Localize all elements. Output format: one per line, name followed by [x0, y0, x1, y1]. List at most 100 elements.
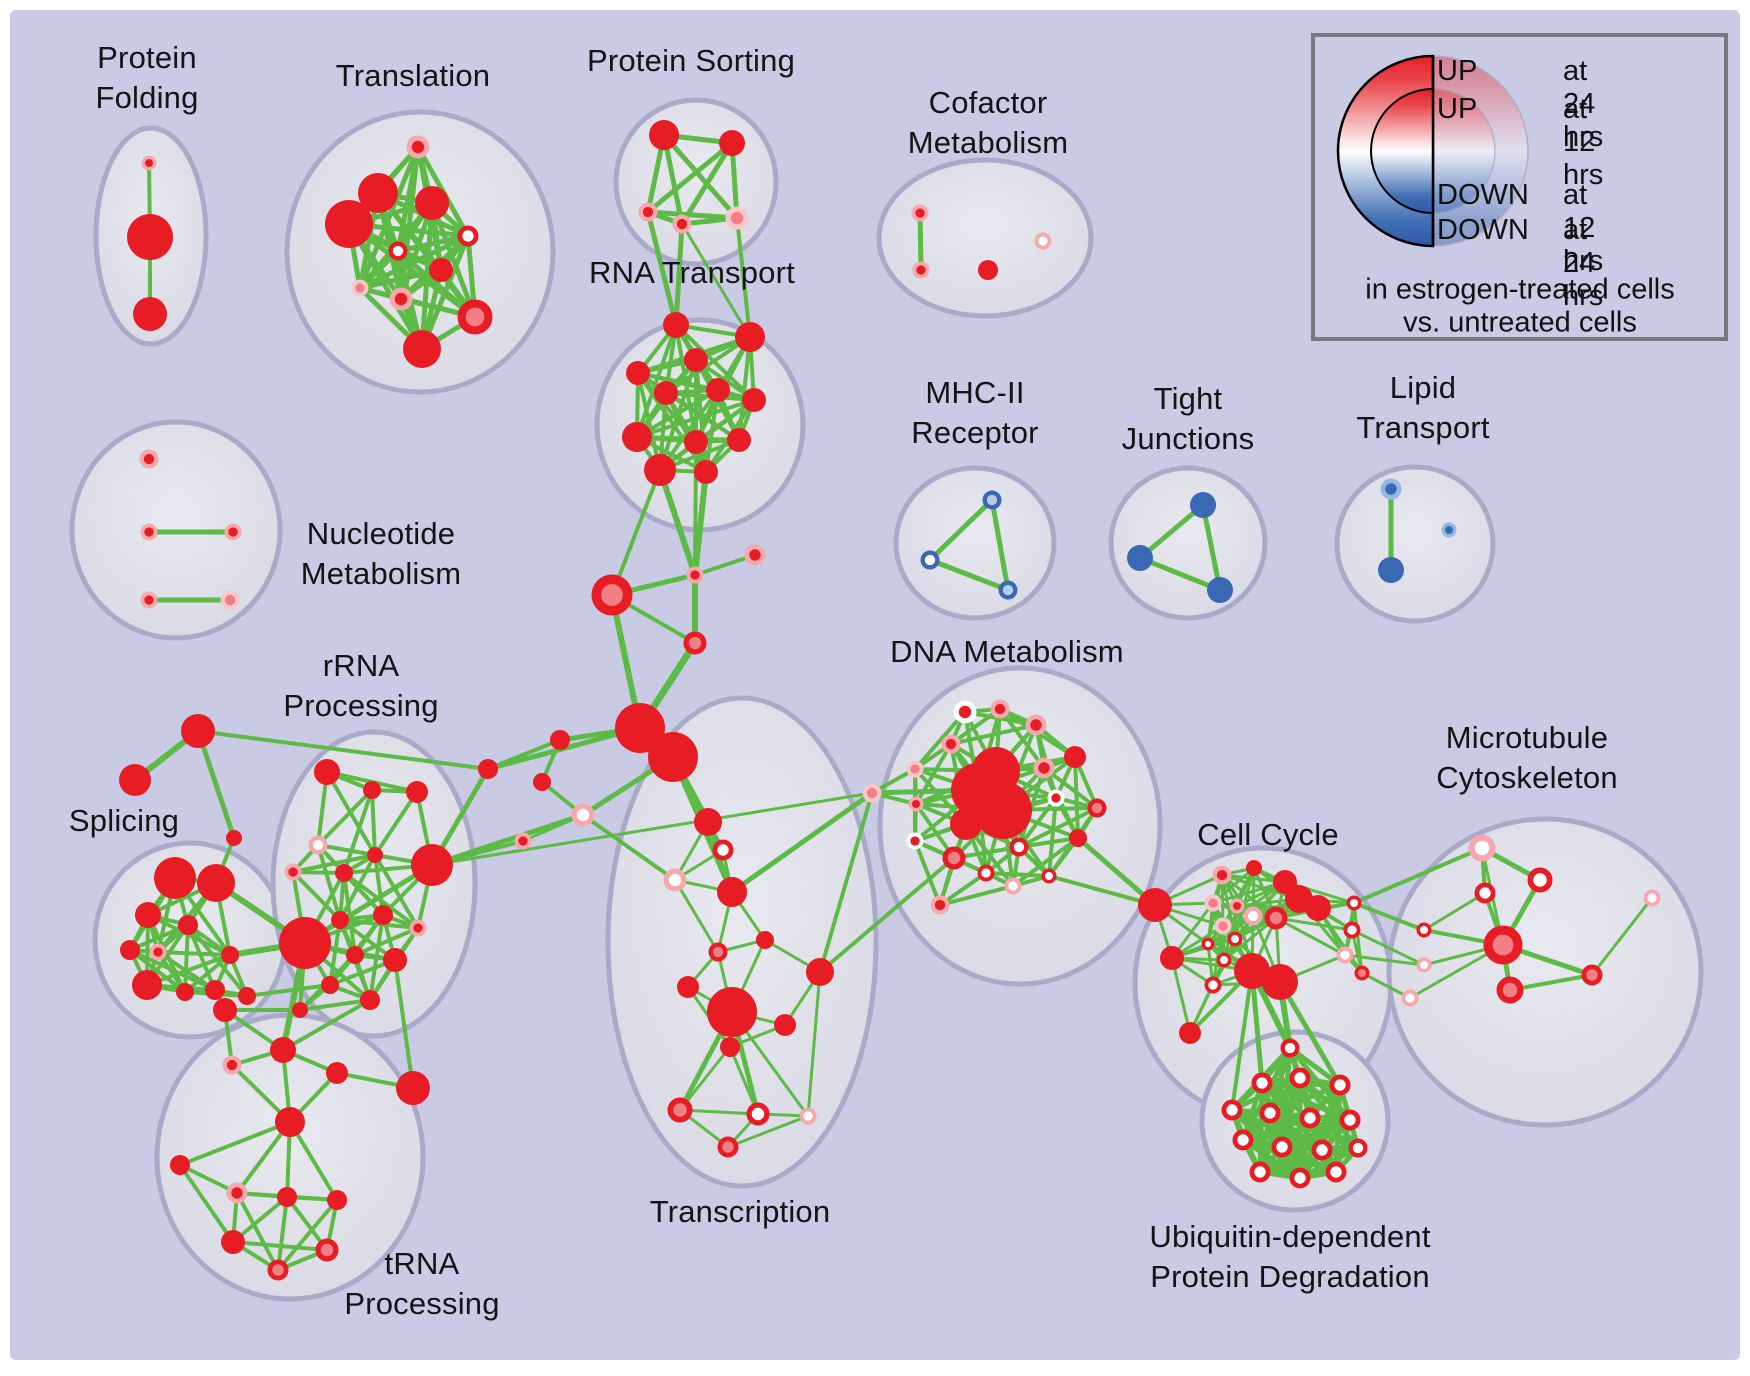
network-edge: [429, 200, 478, 320]
network-node: [373, 905, 393, 925]
network-node: [327, 1190, 347, 1210]
network-edge: [1350, 928, 1426, 967]
network-node: [284, 863, 302, 881]
network-node: [331, 911, 349, 929]
network-node: [1343, 921, 1361, 939]
network-edge: [1047, 796, 1058, 878]
network-edge: [316, 843, 342, 922]
network-node: [1354, 965, 1370, 981]
network-edge: [726, 1114, 810, 1149]
network-node: [176, 983, 194, 1001]
network-edge: [276, 1198, 339, 1272]
network-node: [626, 361, 650, 385]
network-node: [1329, 1074, 1351, 1096]
network-node: [649, 120, 679, 150]
network-node: [226, 830, 242, 846]
network-edge: [679, 140, 735, 227]
network-node: [1064, 746, 1086, 768]
network-edge: [235, 1191, 280, 1272]
network-node: [1227, 931, 1243, 947]
network-edge: [1017, 836, 1080, 849]
network-edge: [1287, 1045, 1353, 1123]
network-node: [457, 299, 493, 335]
network-node: [119, 764, 151, 796]
network-node: [1416, 957, 1432, 973]
network-node: [941, 734, 961, 754]
network-node: [1127, 545, 1153, 571]
network-node: [429, 258, 453, 282]
network-node: [1243, 906, 1263, 926]
cluster-ellipse-li: [1334, 464, 1496, 624]
network-edge: [1249, 968, 1265, 1086]
network-node: [1483, 925, 1523, 965]
network-edge: [156, 950, 232, 957]
network-node: [1289, 1067, 1311, 1089]
network-node: [132, 970, 162, 1000]
network-edge: [393, 958, 415, 1090]
network-node: [684, 348, 708, 372]
network-node: [140, 591, 158, 609]
network-node: [648, 732, 698, 782]
network-edge: [1211, 880, 1287, 905]
network-edge: [913, 839, 942, 907]
network-node: [977, 864, 995, 882]
cluster-ellipse-mh: [893, 465, 1057, 621]
network-edge: [635, 398, 756, 439]
network-edge: [231, 1240, 329, 1252]
network-node: [127, 214, 173, 260]
legend-graphic: [1336, 54, 1529, 248]
network-node: [1190, 492, 1216, 518]
network-edge: [245, 983, 332, 998]
network-edge: [1360, 971, 1412, 1000]
network-node: [224, 523, 242, 541]
network-node: [396, 1071, 430, 1105]
network-edge: [984, 871, 1051, 878]
network-edge: [316, 843, 377, 857]
network-edge: [1352, 846, 1484, 905]
network-edge: [196, 729, 490, 771]
network-edge: [735, 216, 752, 339]
network-node: [403, 330, 441, 368]
network-edge: [1422, 891, 1487, 932]
network-edge: [395, 233, 471, 254]
network-node: [806, 958, 834, 986]
network-edge: [357, 267, 444, 291]
network-node: [667, 1097, 693, 1123]
network-node: [725, 206, 749, 230]
network-edge: [818, 856, 956, 974]
network-node: [335, 864, 353, 882]
network-node: [1232, 1129, 1254, 1151]
network-node: [1069, 829, 1087, 847]
network-edge: [1230, 969, 1254, 1112]
network-node: [644, 454, 676, 486]
network-edge: [128, 948, 187, 994]
network-node: [1034, 232, 1052, 250]
network-node: [314, 759, 340, 785]
network-node: [950, 808, 982, 840]
network-edge: [346, 221, 425, 352]
network-node: [978, 260, 998, 280]
network-edge: [818, 791, 874, 974]
network-edge: [178, 1120, 292, 1167]
network-node: [622, 422, 652, 452]
cluster-ellipse-cf: [876, 157, 1094, 319]
network-edge: [1274, 916, 1347, 957]
network-node: [707, 987, 757, 1037]
network-node: [1179, 1022, 1201, 1044]
network-node: [1204, 894, 1222, 912]
network-node: [170, 1155, 190, 1175]
network-node: [677, 976, 699, 998]
network-node: [742, 388, 766, 412]
network-node: [135, 902, 161, 928]
network-node: [982, 490, 1002, 510]
network-edge: [373, 790, 419, 857]
network-node: [1216, 952, 1232, 968]
network-node: [406, 781, 428, 803]
network-node: [1311, 1139, 1333, 1161]
network-node: [1033, 757, 1055, 779]
network-node: [719, 130, 745, 156]
network-node: [727, 428, 751, 452]
network-edge: [645, 140, 735, 215]
network-node: [953, 700, 977, 724]
network-node: [457, 225, 479, 247]
